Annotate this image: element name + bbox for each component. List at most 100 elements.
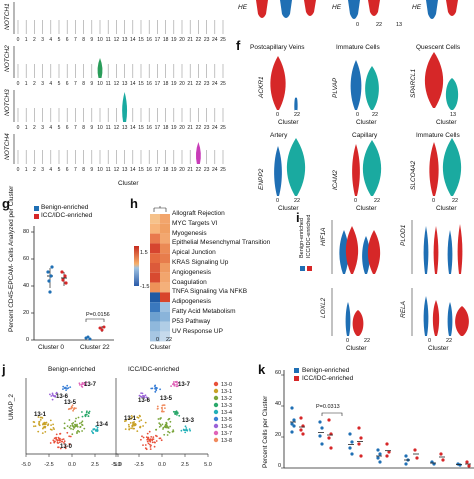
- j-map-label: 13-0: [60, 444, 73, 450]
- k-ytick-60: 60: [275, 370, 282, 376]
- umap-point: [175, 410, 178, 412]
- umap-point: [176, 411, 178, 414]
- umap-point: [176, 383, 178, 386]
- notch-cluster-tick: 17: [155, 81, 161, 87]
- umap-point: [75, 424, 78, 427]
- j-legend-label: 13-0: [221, 382, 232, 388]
- k-point: [413, 448, 417, 452]
- notch-cluster-tick: 22: [196, 37, 202, 43]
- h-heat-cell: [150, 312, 160, 322]
- k-point: [348, 446, 352, 450]
- umap-point: [125, 419, 127, 422]
- notch-cluster-tick: 8: [82, 125, 85, 131]
- f-violin: [350, 60, 362, 110]
- umap-point: [71, 404, 74, 407]
- k-point: [404, 454, 408, 458]
- f-xlabel-f: Cluster: [436, 205, 457, 212]
- top-tick-13: 13: [396, 22, 403, 28]
- notch-cluster-tick: 2: [33, 125, 36, 131]
- umap-point: [131, 425, 133, 427]
- f-tick-0-a: 0: [276, 112, 280, 118]
- notch-cluster-tick: 18: [163, 81, 169, 87]
- umap-point: [96, 429, 99, 432]
- g-ytick-40: 40: [23, 283, 30, 289]
- notch-cluster-tick: 24: [212, 167, 218, 173]
- umap-point: [161, 410, 164, 413]
- k-point: [320, 442, 324, 446]
- umap-point: [140, 438, 142, 441]
- umap-point: [172, 383, 174, 386]
- umap-point: [149, 448, 152, 450]
- umap-point: [49, 419, 52, 422]
- umap-point: [78, 422, 81, 425]
- umap-point: [42, 423, 44, 426]
- notch-cluster-tick: 7: [74, 167, 77, 173]
- umap-point: [185, 429, 187, 432]
- k-point: [404, 462, 408, 466]
- notch-cluster-tick: 0: [17, 167, 20, 173]
- panel-letter-f: f: [236, 38, 241, 53]
- g-point: [98, 326, 102, 330]
- umap-point: [49, 393, 51, 396]
- umap-point: [160, 417, 162, 419]
- umap-point: [80, 421, 83, 424]
- umap-point: [63, 440, 66, 443]
- umap-point: [39, 419, 42, 421]
- umap-point: [73, 407, 76, 410]
- umap-point: [167, 418, 170, 421]
- umap-point: [71, 424, 74, 427]
- umap-point: [62, 388, 64, 390]
- umap-point: [176, 414, 178, 416]
- notch-cluster-tick: 9: [90, 125, 93, 131]
- umap-point: [147, 442, 150, 445]
- notch-cluster-tick: 6: [66, 81, 69, 87]
- f-xlabel-c: Cluster: [436, 119, 457, 126]
- i-violin: [447, 230, 453, 274]
- umap-point: [68, 426, 71, 429]
- umap-point: [69, 425, 72, 427]
- umap-point: [76, 431, 78, 433]
- umap-point: [139, 426, 142, 429]
- notch-cluster-tick: 13: [122, 81, 128, 87]
- umap-point: [124, 428, 127, 430]
- h-pathway-label: UV Response UP: [172, 327, 223, 335]
- i-violin: [457, 224, 463, 274]
- umap-point: [69, 386, 72, 388]
- umap-point: [78, 382, 81, 385]
- f-violin: [424, 52, 444, 108]
- umap-point: [55, 436, 57, 439]
- umap-point: [88, 412, 90, 415]
- g-point: [64, 281, 68, 285]
- umap-point: [130, 427, 132, 430]
- umap-point: [165, 421, 168, 424]
- f-xlabel-d: Cluster: [278, 205, 299, 212]
- umap-point: [155, 386, 158, 389]
- i-violin: [352, 310, 364, 336]
- notch-cluster-tick: 5: [58, 125, 61, 131]
- k-point: [299, 416, 303, 420]
- notch-cluster-tick: 15: [138, 125, 144, 131]
- umap-point: [44, 425, 47, 428]
- umap-point: [32, 421, 35, 423]
- umap-point: [144, 421, 147, 424]
- umap-point: [159, 437, 162, 440]
- notch-cluster-tick: 16: [146, 81, 152, 87]
- umap-point: [140, 392, 142, 394]
- k-point: [290, 430, 294, 434]
- umap-point: [38, 424, 41, 427]
- umap-point: [85, 381, 88, 384]
- h-pathway-label: Coagulation: [172, 278, 207, 286]
- panel-g: [20, 206, 120, 356]
- notch-cluster-tick: 11: [106, 37, 111, 43]
- umap-point: [153, 445, 156, 448]
- notch-cluster-tick: 23: [204, 167, 210, 173]
- notch-cluster-tick: 15: [138, 37, 144, 43]
- i-tick-0-a: 0: [346, 338, 350, 344]
- notch-cluster-tick: 9: [90, 167, 93, 173]
- umap-point: [72, 409, 74, 412]
- i-violin: [447, 302, 453, 336]
- f-violin: [274, 146, 282, 196]
- notch-cluster-tick: 18: [163, 125, 169, 131]
- umap-point: [70, 427, 72, 430]
- notch-cluster-tick: 5: [58, 81, 61, 87]
